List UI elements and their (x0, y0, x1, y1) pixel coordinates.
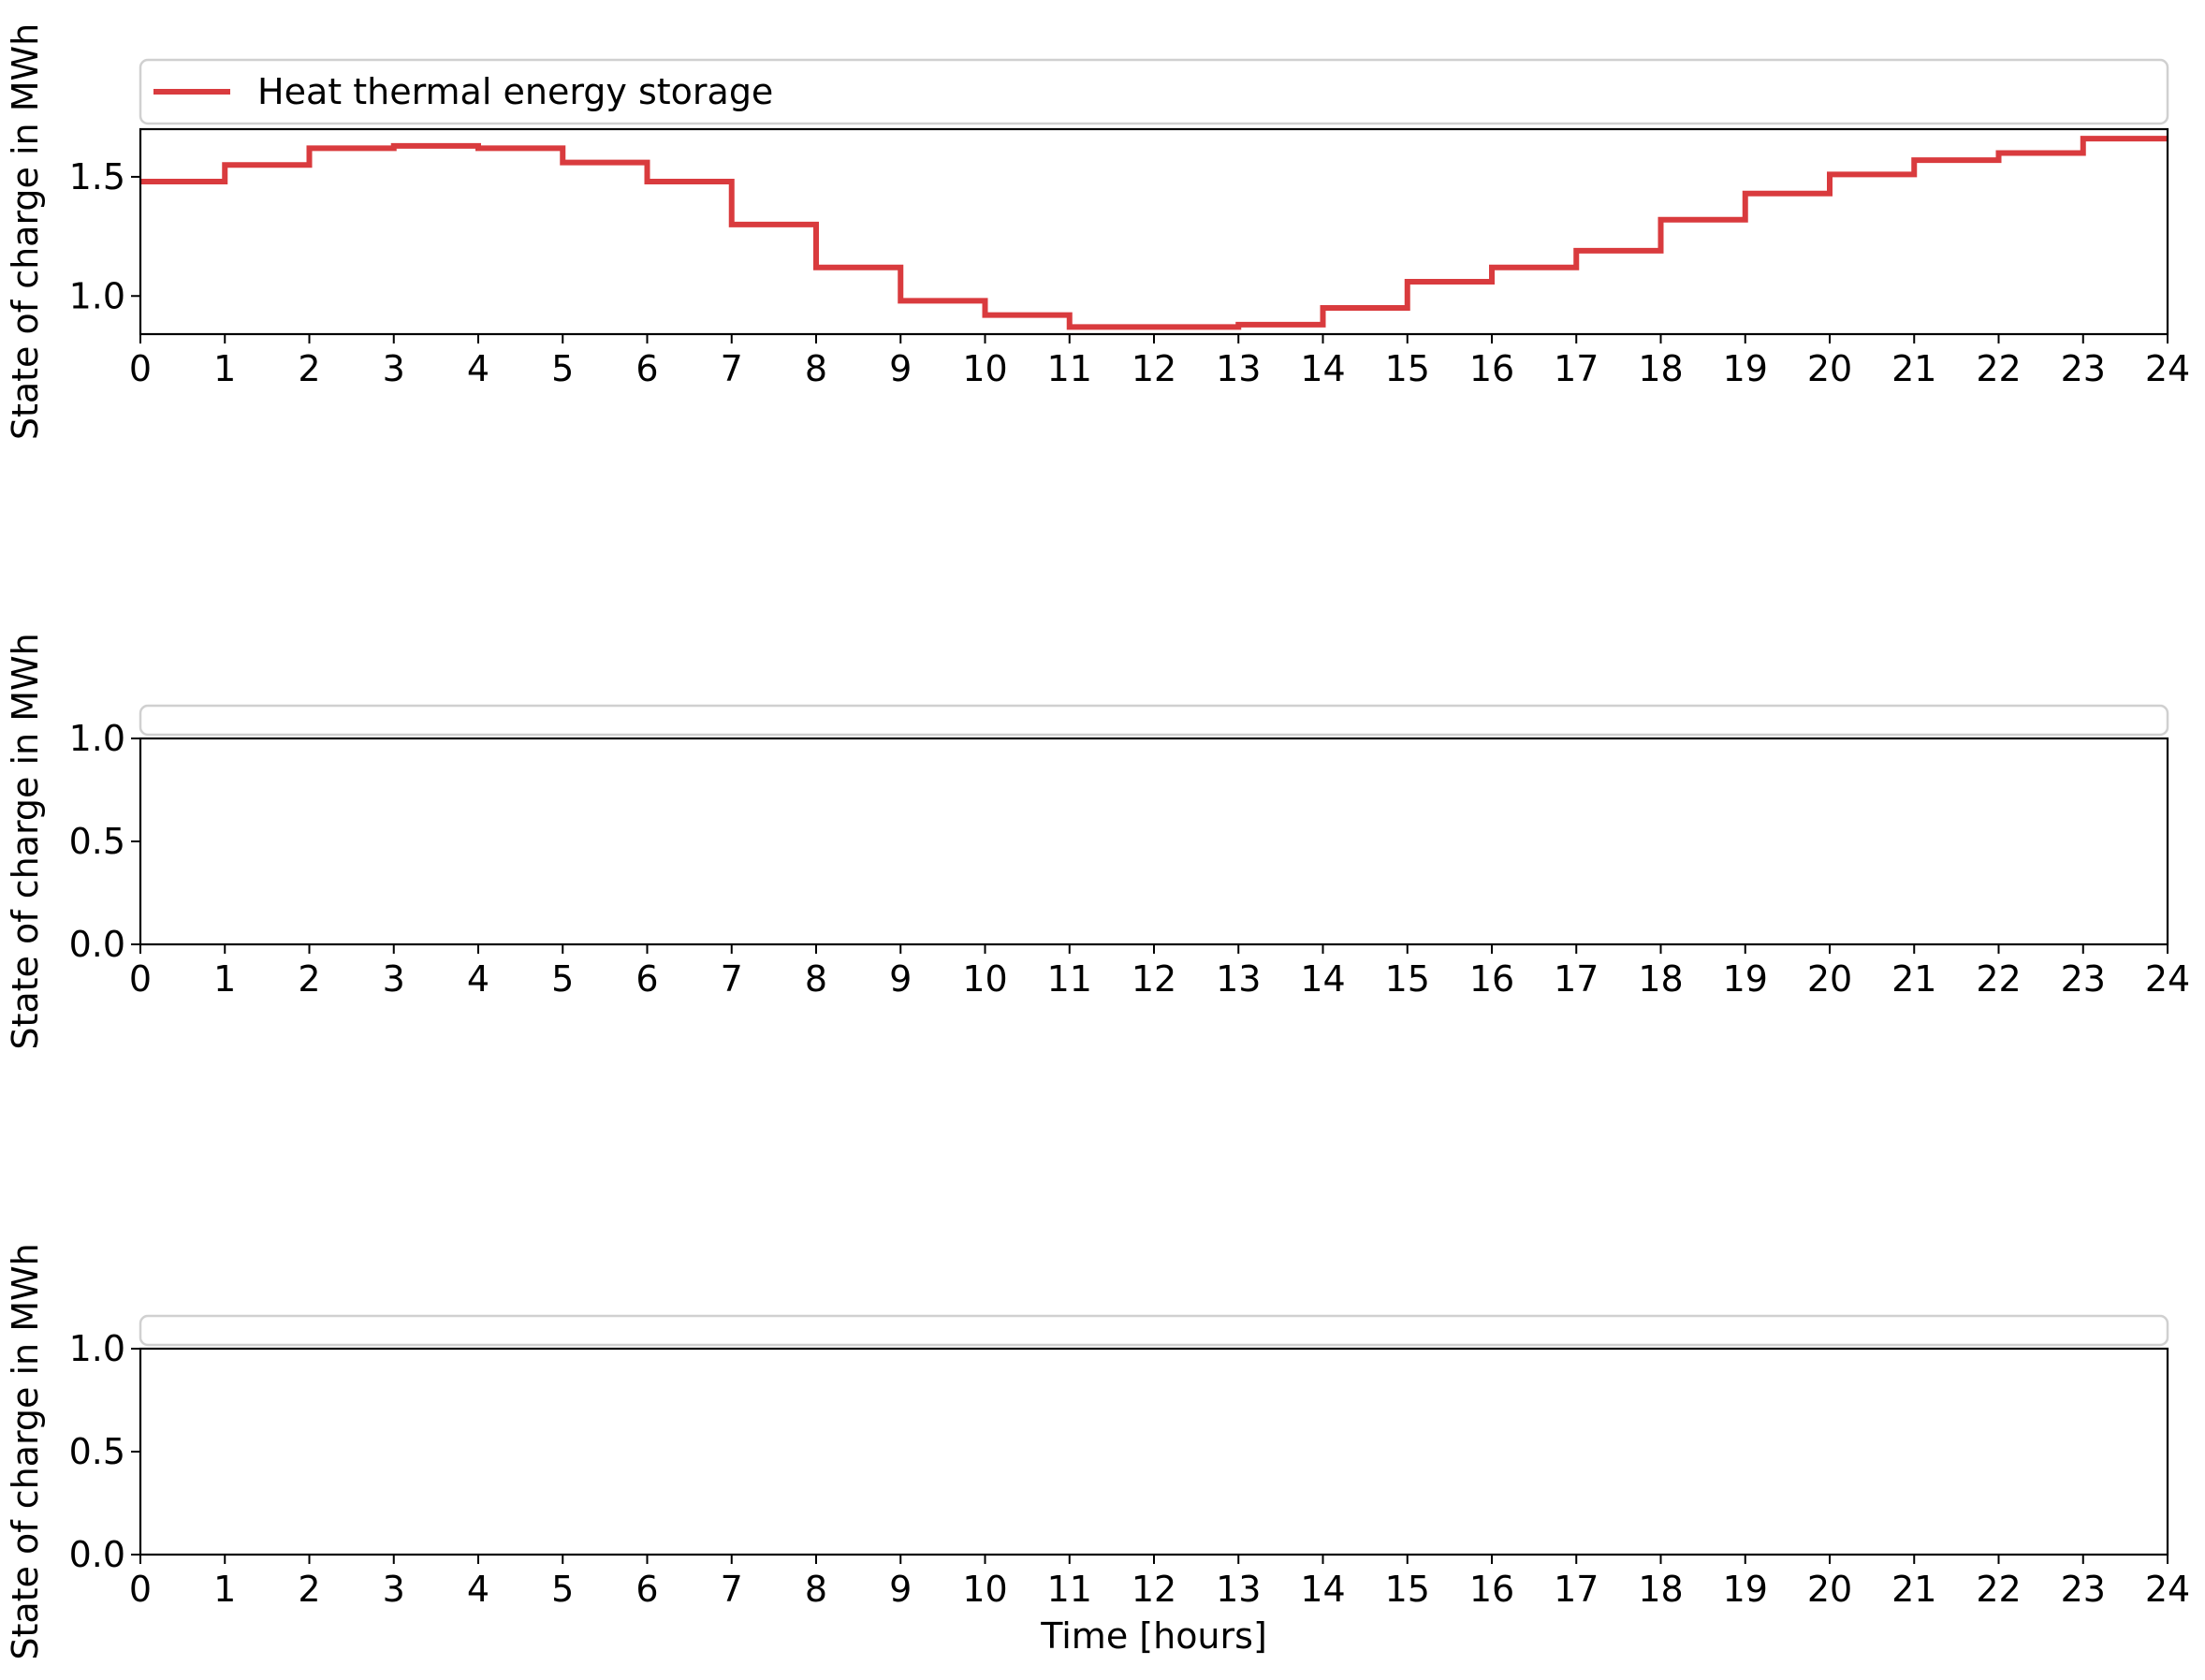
subplot-2: 0 1 2 3 4 5 6 7 8 9 10 11 12 13 14 15 16 17 18 19 20 21 22 23 24… (5, 633, 2190, 1049)
x-tick-label: 20 (1807, 348, 1852, 389)
x-tick-label: 14 (1300, 1569, 1345, 1610)
x-tick-label: 22 (1976, 1569, 2021, 1610)
x-tick-label: 8 (805, 958, 827, 1000)
x-tick-label: 13 (1216, 958, 1261, 1000)
x-tick-label: 14 (1300, 958, 1345, 1000)
x-tick-label: 10 (962, 958, 1007, 1000)
x-tick-label: 7 (721, 1569, 743, 1610)
x-tick-label: 2 (298, 348, 320, 389)
x-tick-label: 15 (1385, 348, 1430, 389)
x-tick-label: 9 (889, 958, 912, 1000)
x-tick-label: 8 (805, 348, 827, 389)
y-tick-label: 0.0 (69, 1534, 125, 1575)
legend-box (139, 704, 2169, 737)
x-tick-label: 22 (1976, 958, 2021, 1000)
x-tick-label: 20 (1807, 1569, 1852, 1610)
x-tick-label: 22 (1976, 348, 2021, 389)
y-tick-label: 1.0 (69, 275, 125, 316)
x-axis-label: Time [hours] (1040, 1615, 1267, 1657)
x-tick-label: 13 (1216, 348, 1261, 389)
x-tick-label: 7 (721, 958, 743, 1000)
x-tick-label: 14 (1300, 348, 1345, 389)
x-tick-label: 5 (551, 348, 574, 389)
x-tick-label: 24 (2145, 958, 2190, 1000)
axes-frame (139, 127, 2169, 336)
x-tick-label: 3 (383, 1569, 405, 1610)
y-tick-label: 1.5 (69, 156, 125, 197)
x-tick-label: 23 (2061, 1569, 2106, 1610)
x-tick-label: 18 (1638, 348, 1683, 389)
x-tick-label: 12 (1132, 1569, 1176, 1610)
legend-box (139, 58, 2169, 125)
y-tick-label: 0.0 (69, 924, 125, 965)
y-tick-label: 1.0 (69, 1328, 125, 1369)
x-tick-label: 10 (962, 1569, 1007, 1610)
x-tick-label: 20 (1807, 958, 1852, 1000)
y-tick-label: 0.5 (69, 821, 125, 862)
x-tick-label: 5 (551, 958, 574, 1000)
x-tick-label: 3 (383, 958, 405, 1000)
x-tick-label: 7 (721, 348, 743, 389)
x-tick-label: 23 (2061, 958, 2106, 1000)
x-tick-label: 9 (889, 1569, 912, 1610)
x-tick-label: 16 (1469, 348, 1514, 389)
series-line (140, 136, 2168, 330)
legend-label: Heat thermal energy storage (257, 71, 773, 112)
subplot-3: 0 1 2 3 4 5 6 7 8 9 10 11 12 13 14 15 16 17 18 19 20 21 22 23 24… (5, 1243, 2190, 1659)
y-axis-label: State of charge in MWh (5, 23, 46, 440)
x-tick-label: 2 (298, 1569, 320, 1610)
x-tick-label: 24 (2145, 348, 2190, 389)
x-tick-label: 2 (298, 958, 320, 1000)
x-tick-label: 11 (1047, 958, 1092, 1000)
x-tick-label: 1 (213, 348, 236, 389)
x-tick-label: 19 (1723, 348, 1768, 389)
x-tick-label: 18 (1638, 1569, 1683, 1610)
x-tick-label: 3 (383, 348, 405, 389)
y-tick-label: 0.5 (69, 1431, 125, 1472)
x-tick-label: 0 (129, 958, 152, 1000)
x-tick-label: 6 (635, 1569, 658, 1610)
x-tick-label: 5 (551, 1569, 574, 1610)
x-tick-label: 12 (1132, 348, 1176, 389)
x-tick-label: 6 (635, 958, 658, 1000)
y-tick-label: 1.0 (69, 718, 125, 759)
x-tick-label: 21 (1891, 1569, 1936, 1610)
x-tick-label: 4 (467, 1569, 489, 1610)
x-tick-label: 0 (129, 1569, 152, 1610)
axes-frame (139, 737, 2169, 946)
x-tick-label: 10 (962, 348, 1007, 389)
y-axis-label: State of charge in MWh (5, 1243, 46, 1659)
x-tick-label: 19 (1723, 1569, 1768, 1610)
y-axis-label: State of charge in MWh (5, 633, 46, 1049)
x-tick-label: 16 (1469, 958, 1514, 1000)
x-tick-label: 18 (1638, 958, 1683, 1000)
x-tick-label: 16 (1469, 1569, 1514, 1610)
axes-frame (139, 1347, 2169, 1556)
x-tick-label: 9 (889, 348, 912, 389)
x-tick-label: 11 (1047, 348, 1092, 389)
x-tick-label: 4 (467, 958, 489, 1000)
x-tick-label: 4 (467, 348, 489, 389)
x-tick-label: 24 (2145, 1569, 2190, 1610)
x-tick-label: 17 (1554, 348, 1599, 389)
x-tick-label: 0 (129, 348, 152, 389)
x-tick-label: 15 (1385, 1569, 1430, 1610)
x-tick-label: 1 (213, 1569, 236, 1610)
x-tick-label: 8 (805, 1569, 827, 1610)
x-tick-label: 23 (2061, 348, 2106, 389)
x-tick-label: 15 (1385, 958, 1430, 1000)
x-tick-label: 21 (1891, 348, 1936, 389)
legend-box (139, 1314, 2169, 1347)
x-tick-label: 11 (1047, 1569, 1092, 1610)
x-tick-label: 13 (1216, 1569, 1261, 1610)
x-tick-label: 6 (635, 348, 658, 389)
x-tick-label: 21 (1891, 958, 1936, 1000)
x-tick-label: 17 (1554, 1569, 1599, 1610)
x-tick-label: 19 (1723, 958, 1768, 1000)
x-tick-label: 17 (1554, 958, 1599, 1000)
x-tick-label: 1 (213, 958, 236, 1000)
x-tick-label: 12 (1132, 958, 1176, 1000)
